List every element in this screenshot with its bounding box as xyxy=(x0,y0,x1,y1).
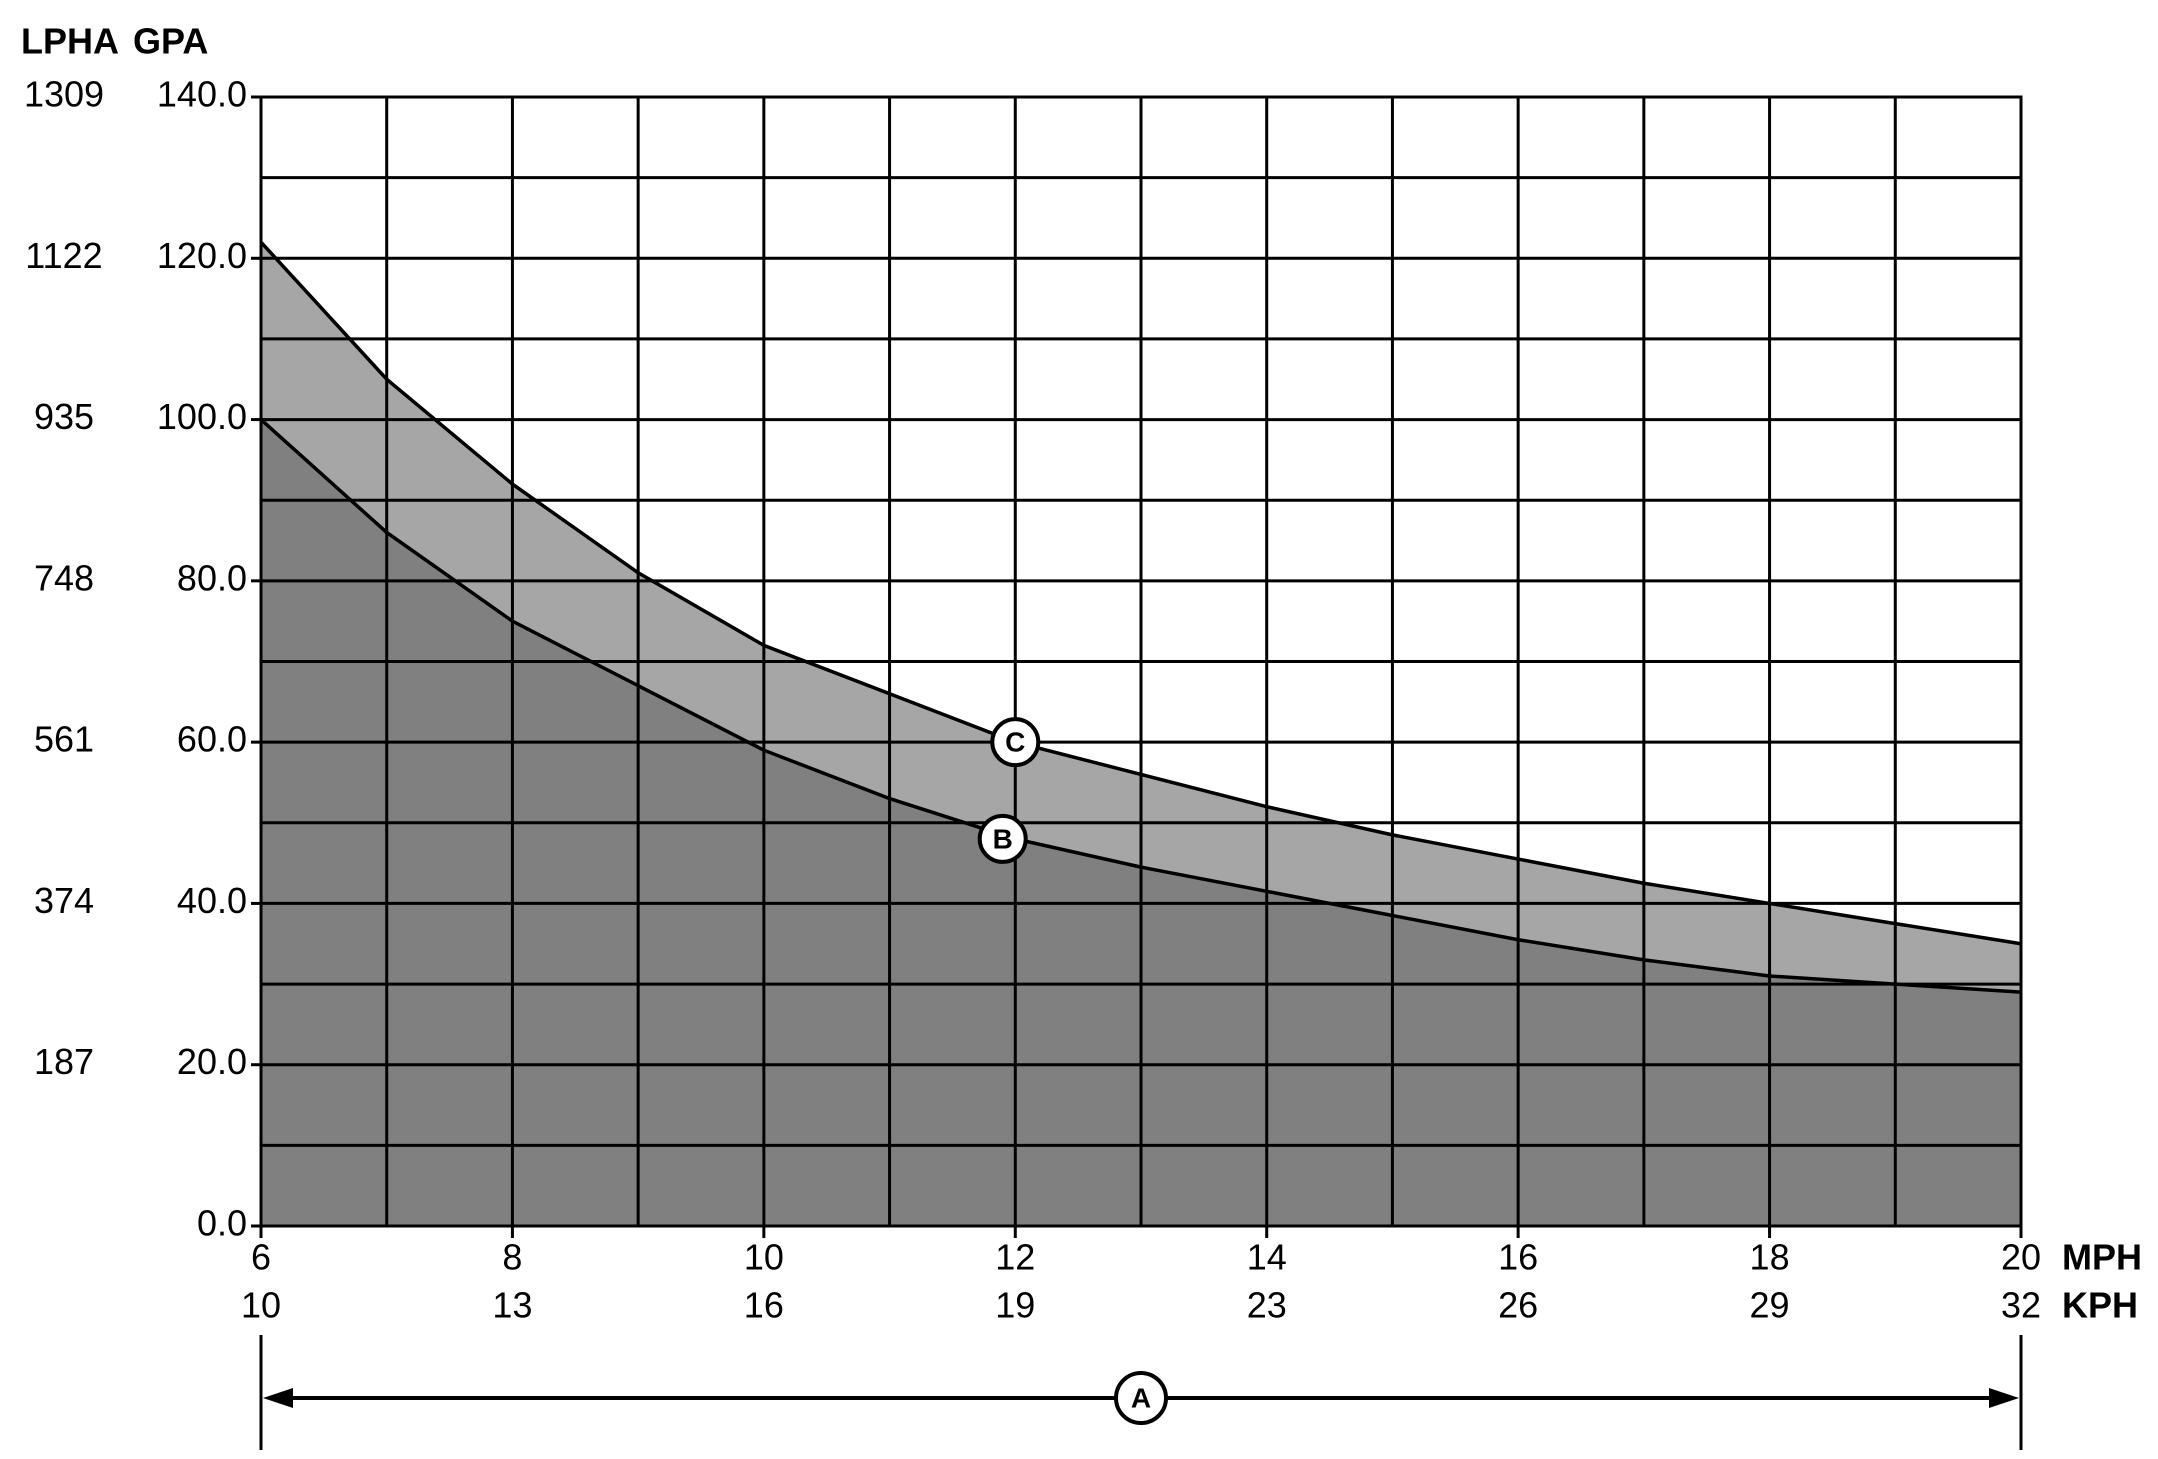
x2-tick-label: 10 xyxy=(241,1285,281,1326)
curve xyxy=(259,240,2022,946)
x-tick-label: 20 xyxy=(2001,1237,2041,1278)
y-tick-label: 40.0 xyxy=(177,880,247,921)
annotation-marker xyxy=(990,717,1041,768)
y2-tick-label: 561 xyxy=(34,719,94,760)
y-tick-label: 20.0 xyxy=(177,1041,247,1082)
x2-tick-label: 19 xyxy=(995,1285,1035,1326)
area xyxy=(261,419,2021,1227)
annotation: C xyxy=(1005,727,1025,758)
x-tick-label: 14 xyxy=(1247,1237,1287,1278)
annotation-marker xyxy=(977,813,1028,864)
y-tick-label: 80.0 xyxy=(177,557,247,598)
y-tick-label: 0.0 xyxy=(197,1203,247,1244)
y-tick-label: 120.0 xyxy=(157,235,247,276)
y-tick-label: 100.0 xyxy=(157,396,247,437)
y2-axis-label: LPHA xyxy=(21,21,119,62)
y2-tick-label: 187 xyxy=(34,1041,94,1082)
curve xyxy=(259,418,2022,994)
y-axis-label: GPA xyxy=(133,21,208,62)
arrow-head xyxy=(263,1388,293,1408)
x2-tick-label: 16 xyxy=(744,1285,784,1326)
annotation: B xyxy=(993,823,1013,854)
x-tick-label: 10 xyxy=(744,1237,784,1278)
x-tick-label: 6 xyxy=(251,1237,271,1278)
x-tick-label: 18 xyxy=(1750,1237,1790,1278)
y2-tick-label: 1122 xyxy=(25,235,102,276)
x2-tick-label: 23 xyxy=(1247,1285,1287,1326)
annotation-marker xyxy=(1114,1371,1168,1425)
arrow-head xyxy=(1989,1388,2019,1408)
x2-tick-label: 29 xyxy=(1750,1285,1790,1326)
x-tick-label: 12 xyxy=(995,1237,1035,1278)
x2-axis-label: KPH xyxy=(2062,1285,2138,1326)
x-axis-label: MPH xyxy=(2062,1237,2142,1278)
x2-tick-label: 32 xyxy=(2001,1285,2041,1326)
y2-tick-label: 748 xyxy=(34,557,94,598)
annotation: A xyxy=(1131,1382,1151,1413)
y2-tick-label: 374 xyxy=(34,880,94,921)
y2-tick-label: 1309 xyxy=(24,74,104,115)
x2-tick-label: 13 xyxy=(492,1285,532,1326)
x2-tick-label: 26 xyxy=(1498,1285,1538,1326)
y2-tick-label: 935 xyxy=(34,396,94,437)
y-tick-label: 60.0 xyxy=(177,719,247,760)
y-tick-label: 140.0 xyxy=(157,74,247,115)
plot-frame xyxy=(259,95,2023,1228)
x-tick-label: 8 xyxy=(502,1237,522,1278)
x-tick-label: 16 xyxy=(1498,1237,1538,1278)
